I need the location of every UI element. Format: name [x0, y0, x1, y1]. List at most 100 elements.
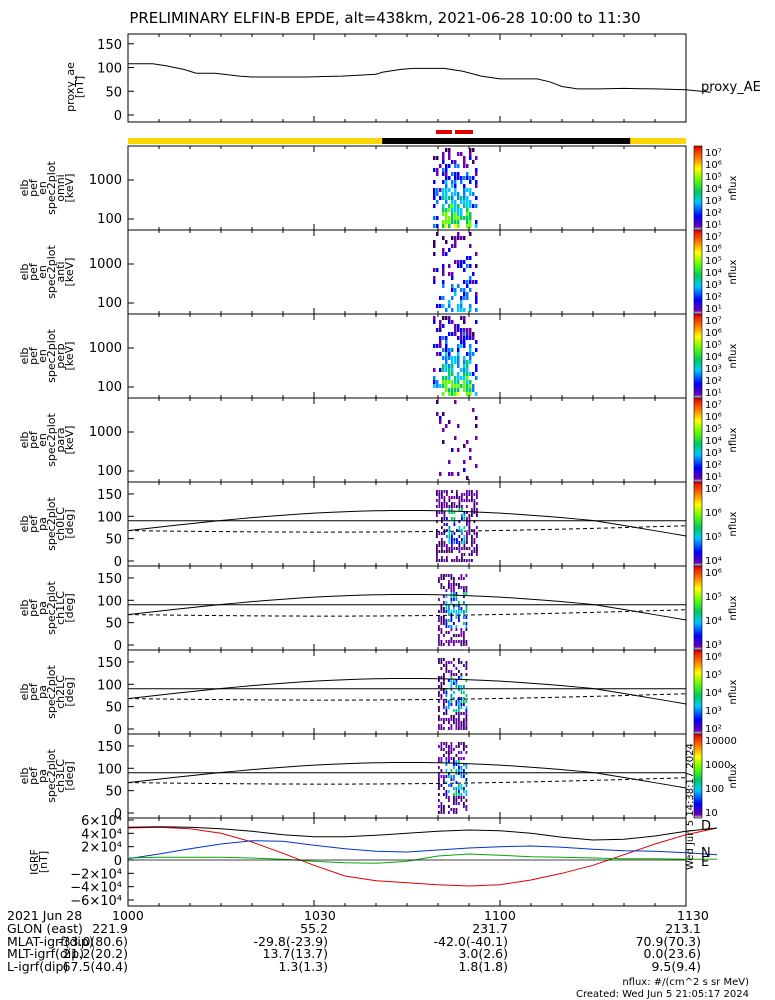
spectrogram-cell: [445, 706, 448, 709]
spectrogram-cell: [466, 176, 469, 180]
spectrogram-cell: [463, 340, 466, 344]
spectrogram-cell: [445, 601, 448, 604]
spectrogram-cell: [460, 799, 463, 802]
spectrogram-cell: [441, 526, 443, 529]
y-tick-label: 100: [97, 380, 122, 395]
plot-background: [128, 650, 686, 734]
spectrogram-cell: [450, 688, 453, 691]
spectrogram-cell: [443, 691, 445, 694]
spectrogram-cell: [472, 336, 475, 340]
spectrogram-cell: [455, 760, 458, 763]
spectrogram-cell: [433, 204, 436, 208]
spectrogram-cell: [466, 224, 469, 228]
spectrogram-cell: [440, 676, 443, 679]
spectrogram-cell: [443, 502, 446, 505]
spectrogram-cell: [460, 673, 463, 676]
spectrogram-cell: [466, 523, 468, 526]
spectrogram-cell: [458, 772, 460, 775]
spectrogram-cell: [438, 541, 441, 544]
spectrogram-cell: [445, 610, 448, 613]
spectrogram-cell: [463, 196, 466, 200]
spectrogram-cell: [461, 496, 463, 499]
spectrogram-cell: [453, 559, 456, 562]
status-black-segment: [382, 138, 631, 144]
ephemeris-value: -29.8(-23.9): [253, 933, 328, 949]
spectrogram-cell: [468, 514, 471, 517]
ephemeris-value: 13.7(13.7): [262, 946, 328, 961]
spectrogram-cell: [438, 799, 440, 802]
spectrogram-cell: [461, 514, 463, 517]
spectrogram-cell: [453, 718, 455, 721]
spectrogram-cell: [465, 586, 468, 589]
spectrogram-cell: [450, 628, 453, 631]
spectrogram-cell: [442, 196, 445, 200]
spectrogram-cell: [442, 252, 445, 256]
spectrogram-cell: [461, 559, 463, 562]
spectrogram-cell: [442, 180, 445, 184]
spectrogram-cell: [455, 781, 458, 784]
spectrogram-cell: [458, 661, 460, 664]
spectrogram-cell: [438, 619, 440, 622]
y-axis-label-line: pef: [27, 682, 40, 701]
spectrogram-cell: [453, 679, 455, 682]
spectrogram-cell: [455, 628, 458, 631]
spectrogram-cell: [460, 316, 463, 320]
spectrogram-cell: [448, 535, 451, 538]
spectrogram-cell: [460, 631, 463, 634]
spectrogram-cell: [448, 700, 450, 703]
spectrogram-cell: [450, 751, 453, 754]
spectrogram-cell: [453, 496, 456, 499]
spectrogram-cell: [471, 544, 473, 547]
anti-loss-cone-curve: [127, 693, 687, 701]
spectrogram-cell: [450, 640, 453, 643]
spectrogram-cell: [469, 280, 472, 284]
spectrogram-cell: [445, 763, 448, 766]
spectrogram-cell: [460, 685, 463, 688]
spectrogram-cell: [443, 559, 446, 562]
spectrogram-cell: [458, 766, 460, 769]
spectrogram-cell: [436, 511, 438, 514]
spectrogram-cell: [457, 232, 460, 236]
spectrogram-cell: [448, 316, 451, 320]
colorbar-tick-label: 10³: [705, 280, 722, 291]
spectrogram-cell: [445, 388, 448, 392]
y-axis-label-line: spec2plot: [45, 581, 58, 635]
spectrogram-cell: [457, 164, 460, 168]
spectrogram-cell: [457, 204, 460, 208]
spectrogram-cell: [457, 176, 460, 180]
colorbar-tick-label: 10²: [705, 724, 722, 735]
spectrogram-cell: [457, 448, 460, 452]
y-tick-label: 0: [114, 639, 122, 654]
spectrogram-cell: [455, 787, 458, 790]
ephemeris-value: 67.5(40.4): [62, 958, 128, 974]
spectrogram-cell: [461, 508, 463, 511]
spectrogram-cell: [442, 440, 445, 444]
y-tick-label: −6×10⁴: [70, 894, 122, 909]
spectrogram-cell: [455, 703, 458, 706]
spectrogram-cell: [457, 196, 460, 200]
spectrogram-cell: [440, 802, 443, 805]
spectrogram-cell: [453, 604, 455, 607]
spectrogram-cell: [443, 505, 446, 508]
spectrogram-cell: [465, 772, 468, 775]
spectrogram-cell: [453, 520, 456, 523]
spectrogram-cell: [453, 598, 455, 601]
spectrogram-cell: [466, 216, 469, 220]
spectrogram-cell: [463, 460, 466, 464]
spectrogram-cell: [454, 384, 457, 388]
spectrogram-cell: [439, 328, 442, 332]
spectrogram-cell: [460, 236, 463, 240]
spectrogram-cell: [433, 380, 436, 384]
y-axis-label-line: ch3LC: [54, 759, 67, 793]
colorbar-tick-label: 10⁶: [705, 652, 722, 663]
spectrogram-cell: [451, 244, 454, 248]
spectrogram-cell: [460, 766, 463, 769]
spectrogram-cell: [455, 667, 458, 670]
spectrogram-cell: [448, 532, 451, 535]
spectrogram-cell: [458, 700, 460, 703]
spectrogram-cell: [458, 496, 461, 499]
spectrogram-cell: [448, 547, 451, 550]
spectrogram-cell: [454, 204, 457, 208]
spectrogram-cell: [446, 547, 448, 550]
spectrogram-cell: [443, 496, 446, 499]
